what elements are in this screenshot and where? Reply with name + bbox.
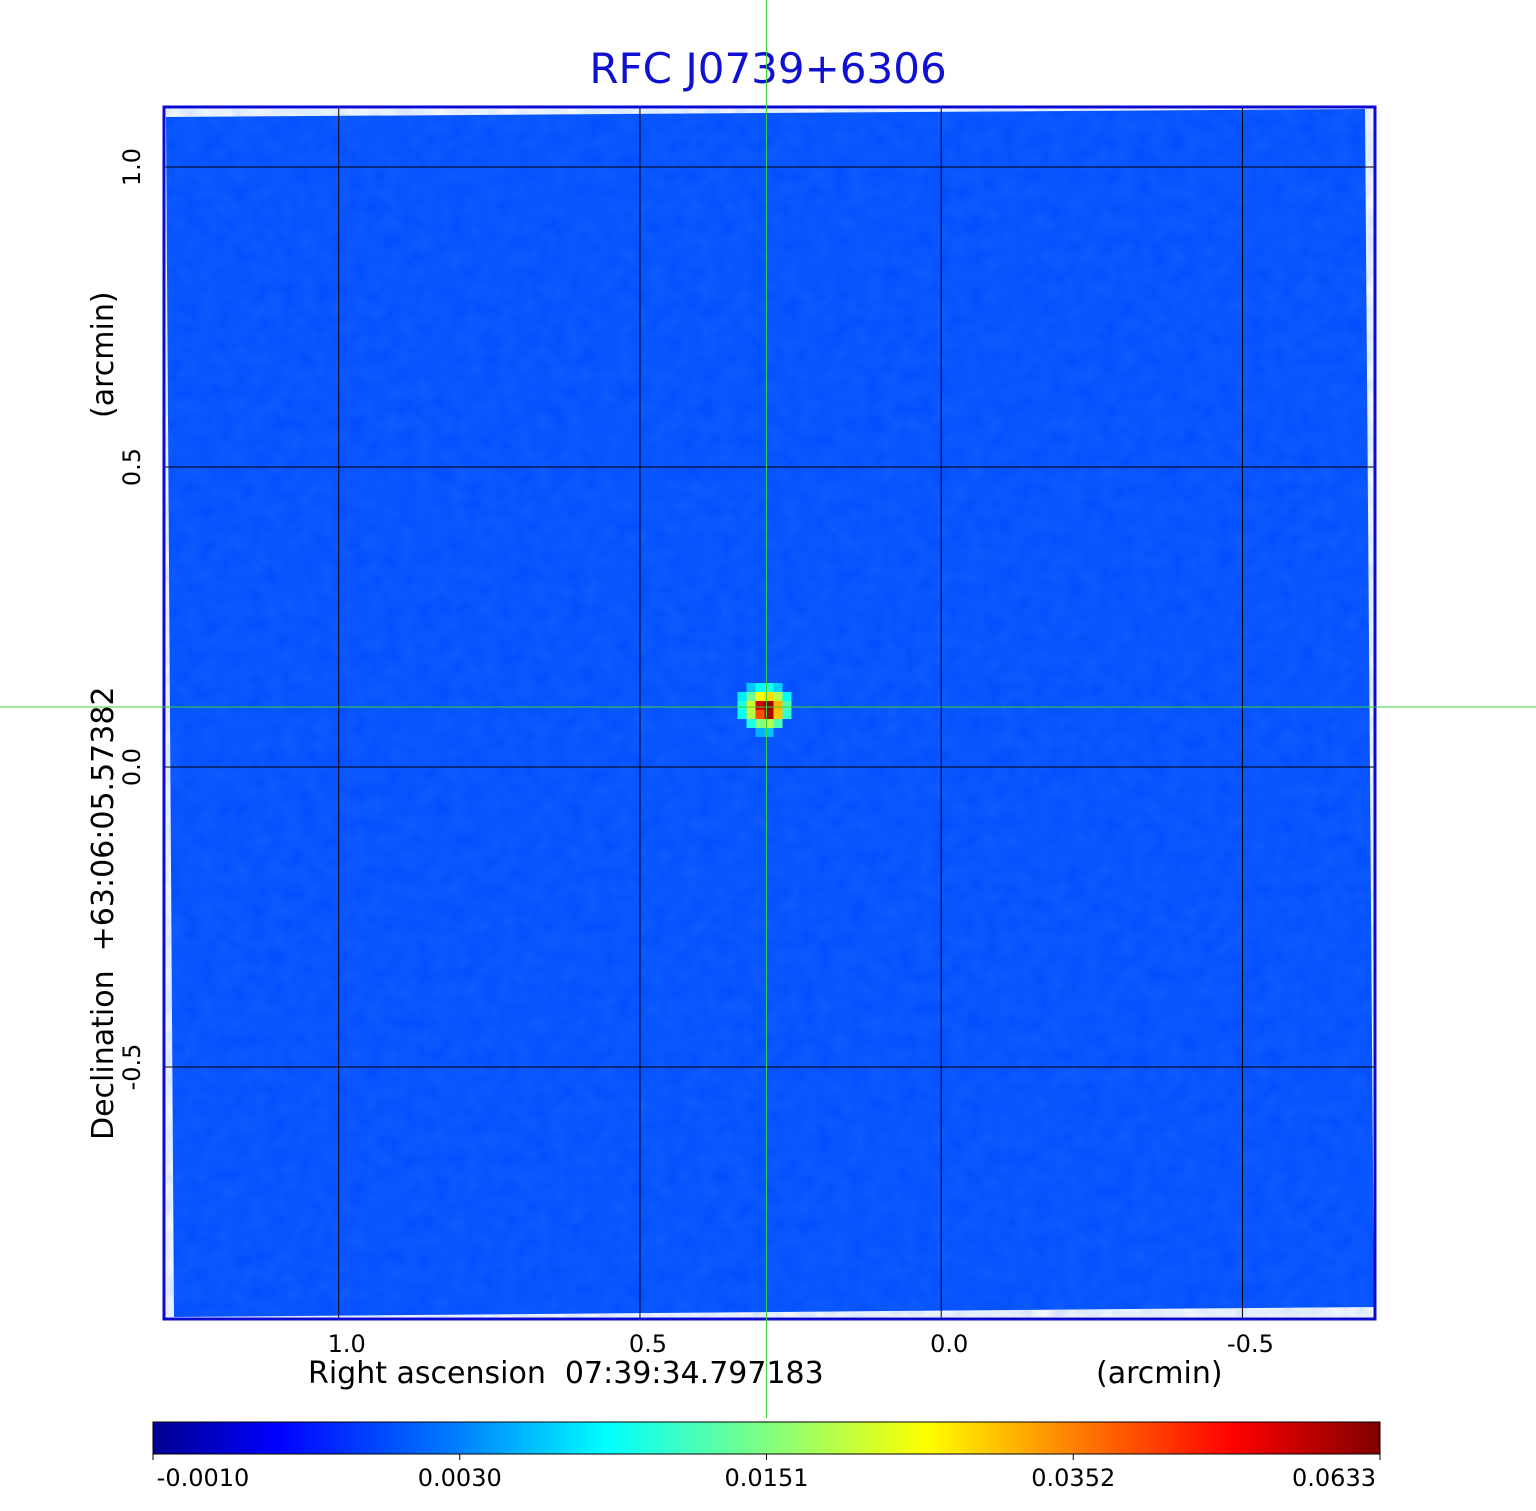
x-tick-label: 0.5 [628,1330,668,1358]
peak-pixel [773,683,783,692]
peak-pixel [773,701,783,710]
peak-pixel [782,701,792,710]
peak-pixel [782,710,792,719]
peak-pixel [764,683,774,692]
y-tick-label: 0.5 [118,447,146,487]
peak-pixel [764,692,774,701]
colorbar-tick-label: 0.0633 [1292,1464,1376,1492]
peak-pixel [737,701,747,710]
colorbar-tick-label: 0.0151 [724,1464,809,1492]
y-tick-label: 1.0 [118,147,146,187]
x-axis-label: Right ascension 07:39:34.797183 [308,1356,824,1391]
x-tick-label: 0.0 [930,1330,969,1358]
y-tick-label: 0.0 [118,747,146,787]
peak-pixel [746,701,756,710]
peak-pixel [755,728,765,737]
y-axis-label: Declination +63:06:05.57382 [86,686,121,1140]
colorbar-tick-label: 0.0352 [1031,1464,1116,1492]
peak-pixel [746,719,756,728]
peak-pixel [755,719,765,728]
peak-pixel [755,683,765,692]
colorbar [152,1421,1381,1460]
peak-pixel [755,701,765,710]
peak-pixel [737,692,747,701]
colorbar-tick-label: 0.0030 [417,1464,502,1492]
peak-pixel [755,710,765,719]
peak-pixel [746,710,756,719]
peak-pixel [737,710,747,719]
peak-pixel [755,692,765,701]
plot-frame [162,105,1377,1321]
peak-pixel [764,701,774,710]
peak-pixel [773,692,783,701]
colorbar-tick-label: -0.0010 [156,1464,250,1492]
peak-pixel [746,692,756,701]
heatmap-image [166,109,1374,1317]
crosshair [0,0,1536,1418]
y-axis-unit: (arcmin) [86,291,121,418]
peak-pixel [746,683,756,692]
x-tick-label: 1.0 [327,1330,366,1358]
peak-pixel [764,719,774,728]
grid-lines [164,107,1375,1319]
x-tick-label: -0.5 [1227,1330,1274,1358]
plot-border [162,105,1377,1321]
peak-pixel [773,719,783,728]
peak-pixel [782,692,792,701]
x-axis-unit: (arcmin) [1096,1356,1223,1391]
chart-title: RFC J0739+6306 [589,44,947,93]
colorbar-gradient [152,1421,1381,1455]
peak-pixel [764,710,774,719]
peak-pixel [773,710,783,719]
y-tick-label: -0.5 [118,1043,146,1091]
peak-pixel [764,728,774,737]
